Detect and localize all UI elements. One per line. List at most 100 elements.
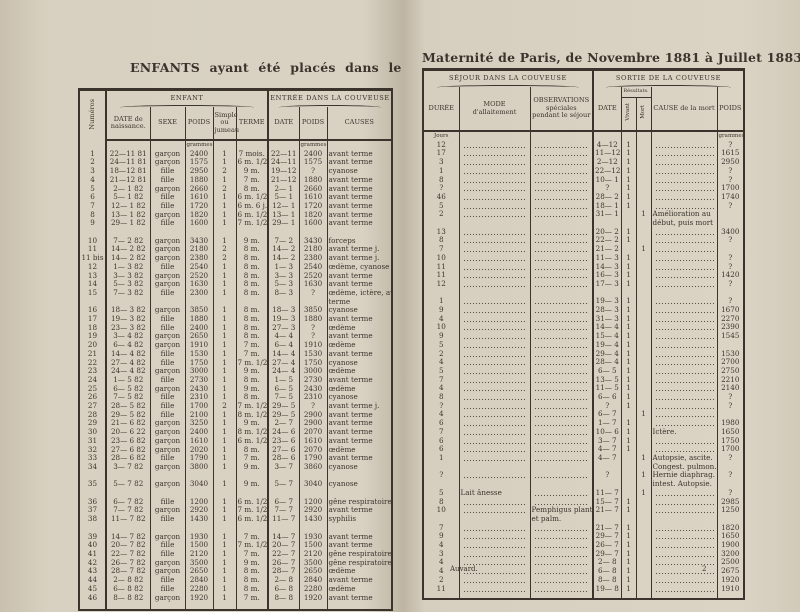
dead [635,314,652,324]
entry-date: 24—11 [267,158,300,168]
table-row: 23 24— 4 82 garçon 3000 1 9 m. 24— 4 3000 œdème [79,367,392,376]
single-or-twin: 1 [212,210,236,220]
entry-date: 1— 3 [267,262,300,272]
table-row: 3 2—12 1 2950 [423,158,744,167]
row-number: 35 [87,480,98,489]
duration: 17 [436,149,446,158]
entry-weight: 2840 [298,576,328,585]
row-number: 39 [87,532,98,541]
term: 9 m. [235,367,269,376]
exit-weight: 2210 [716,375,744,385]
alive: 1 [620,401,637,411]
unit-jours: Jours [433,133,449,139]
exit-date: 28— 2 [592,192,622,202]
feeding-mode [458,158,530,167]
dot-leader [654,488,714,498]
observations [529,184,594,193]
term: 9 m. [235,480,269,498]
feeding-mode [458,340,530,350]
table-row: 10 14— 4 1 2390 [423,323,744,333]
dead [635,445,652,454]
sex: garçon [149,428,185,437]
row-number: 15 [87,288,98,297]
entry-weight: 1500 [298,541,328,550]
entry-cause: avant terme j. [326,245,392,255]
row-number: 4 [90,175,95,184]
single-or-twin: 2 [212,184,236,194]
table-row: 1 19— 3 1? [423,297,744,307]
entry-cause: œdème [326,323,392,333]
entry-weight: 3040 [298,480,328,498]
header-observations: OBSERVATIONS spéciales pendant le séjour [529,87,594,132]
table-row: 19 3— 4 82 garçon 2650 1 8 m. 4— 4? avant terme [79,332,392,342]
sex: fille [149,288,185,307]
duration: 9 [438,532,444,541]
death-cause [650,401,718,411]
dot-leader [533,210,590,220]
duration: 4 [438,314,444,323]
single-or-twin: 1 [212,515,236,533]
table-row: 12 17— 3 1? [423,279,744,298]
duration: 8 [438,175,444,184]
entry-cause: cyanose [326,358,392,368]
alive [620,471,637,489]
observations [529,445,594,454]
entry-weight: 1200 [298,497,328,507]
row-number: 43 [87,567,98,576]
exit-weight: ? [716,471,744,489]
alive [620,454,637,472]
birth-weight: 1820 [184,210,213,220]
table-row: 4 31— 3 1 2270 [423,314,744,324]
sex: fille [149,315,185,324]
duration: 8 [438,236,444,245]
term: 8 m. [235,393,269,403]
sex: garçon [149,341,185,350]
birth-weight: 1930 [184,532,213,542]
entry-cause: cyanose [326,463,392,481]
death-cause [650,201,718,211]
dot-leader [533,227,590,237]
birth-weight: 2950 [184,167,213,176]
dot-leader [654,410,714,420]
death-cause [650,332,718,341]
entry-date: 29— 5 [267,410,300,420]
single-or-twin: 1 [212,236,236,246]
dot-leader [654,192,714,202]
table-row: 6 5— 1 82 fille 1610 1 6 m. 1/2 5— 1 1610 avant … [79,193,392,202]
sex: fille [149,541,185,550]
term: 9 m. [235,236,269,246]
feeding-mode [458,349,530,359]
alive: 1 [620,323,637,333]
death-cause [650,158,718,167]
exit-weight: ? [716,236,744,246]
single-or-twin: 1 [212,454,236,463]
entry-weight: 3500 [298,558,328,568]
entry-cause: avant terme [326,436,392,446]
entry-weight: 1910 [298,341,328,350]
exit-date: 6— 5 [592,366,622,376]
single-or-twin: 1 [212,341,236,350]
entry-cause: avant terme [326,210,392,220]
observations [529,471,594,489]
term: 8 m. [235,332,269,342]
exit-weight: ? [716,279,744,298]
dot-leader [462,532,527,542]
birth-date: 22— 7 82 [105,549,150,559]
observations [529,401,594,411]
entry-cause: œdème [326,584,392,594]
exit-date: 29— 4 [592,349,622,359]
exit-weight: 1530 [716,349,744,359]
exit-date: 19— 3 [592,297,622,307]
header-date-naissance: DATE de naissance. [105,107,150,141]
table-row: 9 29— 1 82 fille 1600 1 7 m. 1/2 29— 1 1600 avan… [79,219,392,237]
observations [529,575,594,585]
table-row: 16 18— 3 82 garçon 3850 1 8 m. 18— 3 3850 cyanos… [79,306,392,316]
entry-date: 19—12 [267,167,300,176]
birth-date: 1— 5 82 [105,375,150,385]
feeding-mode [458,558,530,568]
birth-date: 14— 2 82 [105,254,150,263]
exit-date: 11— 5 [592,384,622,394]
term: 7 m. [235,549,269,559]
dead: 1 [635,245,652,254]
table-row: 28 29— 5 82 fille 2100 1 8 m. 1/2 29— 5 2900 ava… [79,410,392,420]
